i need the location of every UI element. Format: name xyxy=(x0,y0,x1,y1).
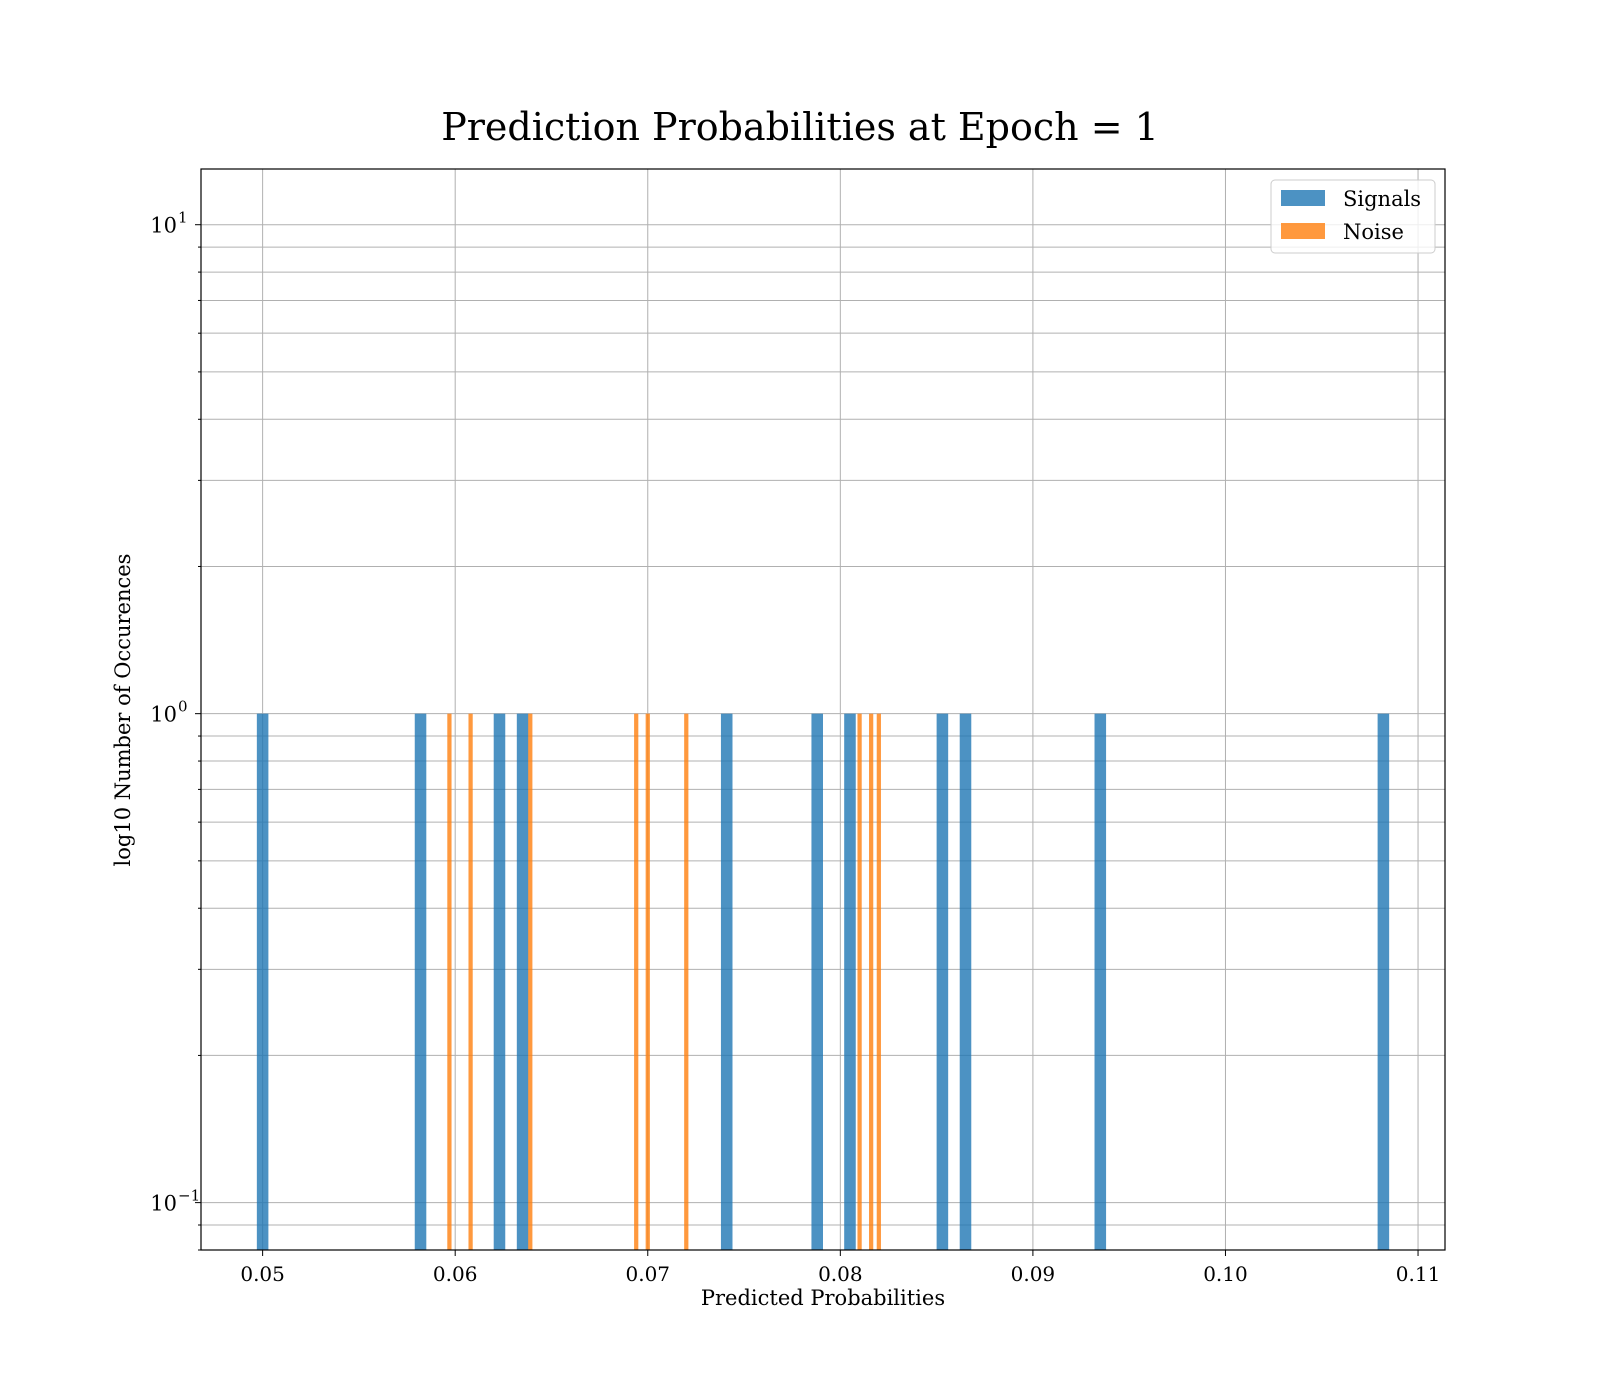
signals-bar-0 xyxy=(256,713,269,1250)
noise-bar-8 xyxy=(876,713,881,1250)
legend: Signals Noise xyxy=(1270,179,1436,254)
signals-bar-5 xyxy=(811,713,823,1250)
noise-bar-4 xyxy=(645,713,650,1250)
noise-bar-6 xyxy=(857,713,862,1250)
x-tick-label-1: 0.06 xyxy=(433,1262,478,1286)
legend-label-noise: Noise xyxy=(1343,220,1404,244)
x-tick-label-4: 0.09 xyxy=(1011,1262,1056,1286)
noise-bar-7 xyxy=(869,713,874,1250)
x-tick-label-3: 0.08 xyxy=(818,1262,863,1286)
y-axis-label: log10 Number of Occurences xyxy=(111,554,135,867)
signals-series xyxy=(256,713,1390,1250)
plot-frame xyxy=(200,168,1446,1251)
noise-bar-5 xyxy=(684,713,689,1250)
noise-bar-2 xyxy=(528,713,533,1250)
legend-label-signals: Signals xyxy=(1343,187,1421,211)
x-tick-label-5: 0.10 xyxy=(1203,1262,1248,1286)
signals-bar-3 xyxy=(516,713,529,1250)
y-tick-exponent-0: 1 xyxy=(178,209,188,227)
x-tick-label-0: 0.05 xyxy=(240,1262,285,1286)
signals-bar-6 xyxy=(844,713,856,1250)
x-axis-label: Predicted Probabilities xyxy=(701,1286,945,1310)
signals-bar-7 xyxy=(936,713,949,1250)
legend-swatch-signals xyxy=(1281,190,1325,206)
x-tick-label-2: 0.07 xyxy=(625,1262,670,1286)
signals-bar-9 xyxy=(1094,713,1107,1250)
legend-swatch-noise xyxy=(1281,223,1325,239)
chart-title: Prediction Probabilities at Epoch = 1 xyxy=(441,105,1159,149)
noise-series xyxy=(447,713,881,1250)
noise-bar-1 xyxy=(468,713,473,1250)
x-tick-label-6: 0.11 xyxy=(1396,1262,1441,1286)
signals-bar-8 xyxy=(959,713,972,1250)
y-tick-label-0: 10 xyxy=(150,214,177,238)
y-tick-label-2: 10 xyxy=(150,1192,177,1216)
y-tick-exponent-1: 0 xyxy=(178,698,188,716)
y-tick-label-1: 10 xyxy=(150,703,177,727)
signals-bar-2 xyxy=(493,713,506,1250)
y-tick-exponent-2: −1 xyxy=(178,1187,200,1205)
signals-bar-4 xyxy=(720,713,733,1250)
noise-bar-3 xyxy=(634,713,639,1250)
noise-bar-0 xyxy=(447,713,452,1250)
signals-bar-10 xyxy=(1377,713,1390,1250)
x-axis: 0.05 0.06 0.07 0.08 0.09 0.10 0.11 xyxy=(240,1250,1440,1286)
signals-bar-1 xyxy=(414,713,427,1250)
